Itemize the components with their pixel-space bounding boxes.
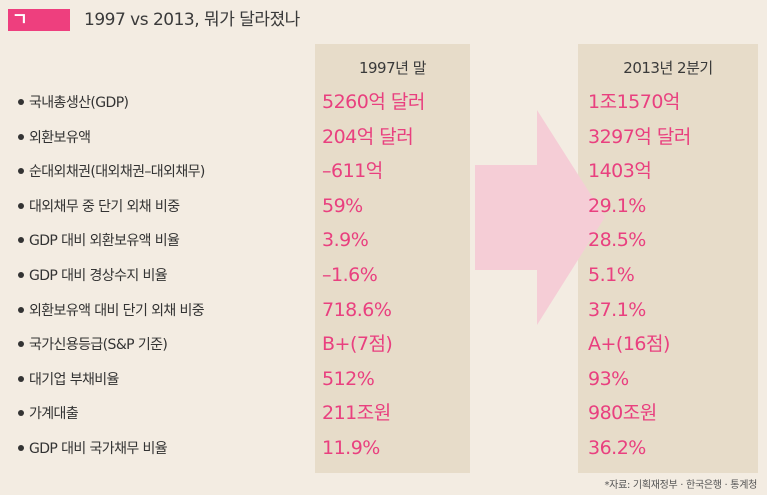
row-label: GDP 대비 국가채무 비율 xyxy=(18,439,168,459)
value-2013: 28.5% xyxy=(588,229,646,252)
row-label-text: 가계대출 xyxy=(29,406,79,423)
bullet-icon xyxy=(18,306,24,313)
value-2013: 5.1% xyxy=(588,264,635,286)
row-label-text: GDP 대비 국가채무 비율 xyxy=(29,441,168,457)
row-label-text: 국가신용등급(S&P 기준) xyxy=(29,337,168,354)
row-label-text: 국내총생산(GDP) xyxy=(29,95,129,111)
row-label: 외환보유액 xyxy=(18,128,91,148)
bullet-icon xyxy=(18,375,24,382)
table-row: 외환보유액 대비 단기 외채 비중 718.6% 37.1% xyxy=(0,294,767,328)
table-row: GDP 대비 경상수지 비율 –1.6% 5.1% xyxy=(0,259,767,293)
row-label-text: GDP 대비 경상수지 비율 xyxy=(29,268,168,284)
row-label: 외환보유액 대비 단기 외채 비중 xyxy=(18,301,205,321)
bullet-icon xyxy=(18,410,24,417)
source-note: *자료: 기획재정부 · 한국은행 · 통계청 xyxy=(604,480,757,491)
value-2013: 980조원 xyxy=(588,402,657,425)
row-label: GDP 대비 경상수지 비율 xyxy=(18,266,168,286)
column-header-2013: 2013년 2분기 xyxy=(623,59,713,77)
row-label-text: 외환보유액 대비 단기 외채 비중 xyxy=(29,302,205,319)
page-title: 1997 vs 2013, 뭐가 달라졌나 xyxy=(84,10,300,30)
value-1997: 204억 달러 xyxy=(322,125,414,148)
column-2013-background xyxy=(578,44,758,473)
row-label: 가계대출 xyxy=(18,404,79,424)
table-row: 가계대출 211조원 980조원 xyxy=(0,397,767,431)
table-row: 국내총생산(GDP) 5260억 달러 1조1570억 xyxy=(0,86,767,120)
column-header-1997: 1997년 말 xyxy=(358,59,427,77)
row-label: 대외채무 중 단기 외채 비중 xyxy=(18,197,180,217)
value-1997: 59% xyxy=(322,194,363,217)
row-label-text: 대외채무 중 단기 외채 비중 xyxy=(29,198,180,215)
bullet-icon xyxy=(18,99,24,105)
value-2013: A+(16점) xyxy=(588,333,670,356)
value-1997: 5260억 달러 xyxy=(322,91,425,113)
table-row: GDP 대비 국가채무 비율 11.9% 36.2% xyxy=(0,432,767,466)
row-label-text: 외환보유액 xyxy=(29,129,91,146)
value-2013: 37.1% xyxy=(588,298,646,321)
arrow-shape xyxy=(475,110,605,325)
header: ㄱ 1997 vs 2013, 뭐가 달라졌나 xyxy=(0,0,767,44)
table-row: 대외채무 중 단기 외채 비중 59% 29.1% xyxy=(0,190,767,224)
table-row: 외환보유액 204억 달러 3297억 달러 xyxy=(0,121,767,155)
value-1997: –1.6% xyxy=(322,264,378,286)
row-label: 순대외채권(대외채권–대외채무) xyxy=(18,162,205,182)
value-2013: 1조1570억 xyxy=(588,91,680,113)
row-label: 국내총생산(GDP) xyxy=(18,93,129,113)
value-1997: 512% xyxy=(322,367,375,390)
value-1997: –611억 xyxy=(322,160,383,183)
arrow-right-icon xyxy=(475,110,605,325)
row-label: 대기업 부채비율 xyxy=(18,370,119,390)
value-2013: 29.1% xyxy=(588,194,646,217)
bullet-icon xyxy=(18,133,24,140)
table-row: 대기업 부채비율 512% 93% xyxy=(0,363,767,397)
row-label-text: GDP 대비 외환보유액 비율 xyxy=(29,233,180,250)
value-2013: 93% xyxy=(588,367,629,390)
table-row: 순대외채권(대외채권–대외채무) –611억 1403억 xyxy=(0,155,767,189)
value-1997: 11.9% xyxy=(322,437,380,459)
title-badge: ㄱ xyxy=(8,9,70,31)
bullet-icon xyxy=(18,272,24,278)
row-label: GDP 대비 외환보유액 비율 xyxy=(18,231,180,251)
bullet-icon xyxy=(18,168,24,175)
table-row: 국가신용등급(S&P 기준) B+(7점) A+(16점) xyxy=(0,328,767,362)
value-2013: 36.2% xyxy=(588,437,646,459)
value-2013: 3297억 달러 xyxy=(588,125,691,148)
value-1997: 718.6% xyxy=(322,298,392,321)
bullet-icon xyxy=(18,445,24,451)
bullet-icon xyxy=(18,202,24,209)
row-label-text: 대기업 부채비율 xyxy=(29,371,119,388)
table-row: GDP 대비 외환보유액 비율 3.9% 28.5% xyxy=(0,224,767,258)
value-1997: 211조원 xyxy=(322,402,391,425)
row-label-text: 순대외채권(대외채권–대외채무) xyxy=(29,164,205,181)
row-label: 국가신용등급(S&P 기준) xyxy=(18,335,168,355)
value-1997: 3.9% xyxy=(322,229,369,252)
column-1997-background xyxy=(315,44,470,473)
value-1997: B+(7점) xyxy=(322,333,393,356)
bullet-icon xyxy=(18,341,24,348)
value-2013: 1403억 xyxy=(588,160,652,183)
bullet-icon xyxy=(18,237,24,244)
badge-mark: ㄱ xyxy=(12,10,28,30)
